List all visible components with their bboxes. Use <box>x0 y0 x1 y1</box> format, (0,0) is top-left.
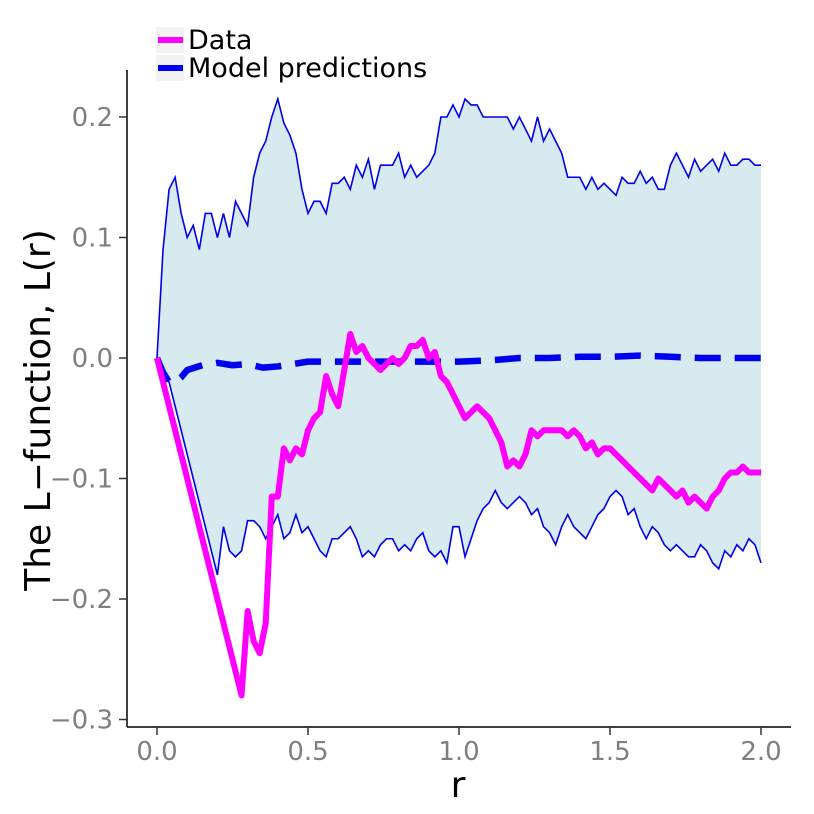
legend-data-label: Data <box>188 25 252 56</box>
y-tick-label: 0.1 <box>72 224 113 254</box>
envelope-band <box>156 96 762 576</box>
y-axis-title: The L−function, L(r) <box>18 229 59 592</box>
x-tick-label: 0.0 <box>136 737 177 767</box>
x-tick-label: 0.5 <box>287 737 328 767</box>
envelope-fill <box>157 98 761 575</box>
envelope-lower-line <box>156 357 762 576</box>
y-tick-label: 0.2 <box>72 103 113 133</box>
axes: 0.0 0.5 1.0 1.5 2.0 −0.3 −0.2 −0.1 0.0 0.1 0.2 r The… <box>18 70 791 806</box>
series-layer <box>154 330 761 699</box>
x-tick-label: 2.0 <box>740 737 781 767</box>
x-tick-label: 1.0 <box>438 737 479 767</box>
envelope-upper-line <box>156 96 761 359</box>
series-line-data <box>154 330 761 699</box>
y-tick-label: −0.1 <box>50 465 113 495</box>
y-tick-label: −0.2 <box>50 585 113 615</box>
legend-model-predictions-label: Model predictions <box>188 53 427 84</box>
x-tick-label: 1.5 <box>589 737 630 767</box>
y-tick-label: −0.3 <box>50 706 113 736</box>
x-axis-title: r <box>451 765 466 806</box>
series-line-model-predictions <box>154 352 761 386</box>
y-tick-label: 0.0 <box>72 344 113 374</box>
